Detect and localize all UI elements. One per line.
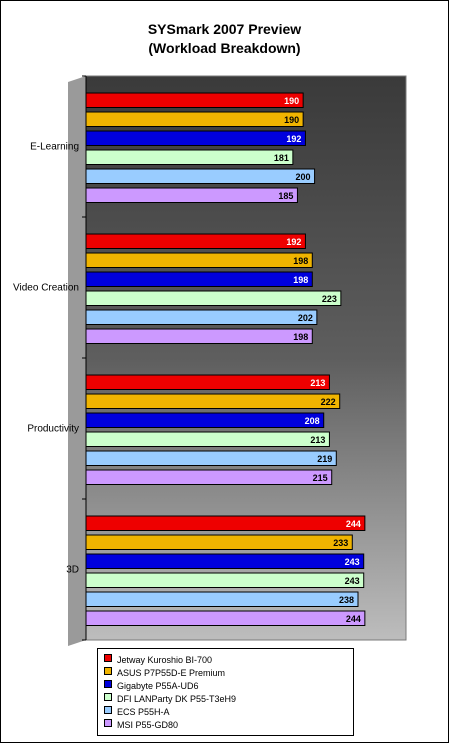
data-label: 192 — [286, 237, 301, 247]
data-label: 213 — [310, 435, 325, 445]
data-label: 219 — [317, 454, 332, 464]
data-label: 185 — [278, 191, 293, 201]
legend-swatch — [104, 706, 112, 714]
legend-item: Jetway Kuroshio BI-700 — [104, 654, 212, 667]
bar — [85, 534, 353, 550]
legend-swatch — [104, 667, 112, 675]
data-label: 208 — [305, 416, 320, 426]
category-label: 3D — [66, 565, 79, 576]
data-label: 202 — [298, 313, 313, 323]
bar — [85, 309, 318, 325]
data-label: 192 — [286, 134, 301, 144]
chart-legend: Jetway Kuroshio BI-700 ASUS P7P55D-E Prem… — [97, 648, 354, 736]
data-label: 213 — [310, 378, 325, 388]
data-label: 190 — [284, 115, 299, 125]
bar — [85, 591, 359, 607]
data-label: 223 — [322, 294, 337, 304]
category-label: Productivity — [27, 424, 79, 435]
chart-title-line-2: (Workload Breakdown) — [148, 40, 301, 56]
bar — [85, 149, 294, 165]
legend-label: Jetway Kuroshio BI-700 — [117, 655, 213, 665]
chart-title: SYSmark 2007 Preview (Workload Breakdown… — [0, 20, 449, 58]
bar — [85, 252, 313, 268]
bar — [85, 431, 330, 447]
bar — [85, 393, 341, 409]
bar — [85, 92, 304, 108]
bar — [85, 187, 298, 203]
data-label: 238 — [339, 595, 354, 605]
category-label: Video Creation — [13, 283, 79, 294]
data-label: 198 — [293, 275, 308, 285]
plot-side-wall — [68, 76, 86, 646]
bar — [85, 610, 366, 626]
bar — [85, 412, 325, 428]
bar — [85, 168, 316, 184]
legend-item: MSI P55-GD80 — [104, 719, 178, 732]
category-label: E-Learning — [30, 142, 79, 153]
bar — [85, 328, 313, 344]
data-label: 190 — [284, 96, 299, 106]
bar — [85, 553, 365, 569]
data-label: 181 — [274, 153, 289, 163]
legend-item: DFI LANParty DK P55-T3eH9 — [104, 693, 236, 706]
data-label: 244 — [346, 519, 361, 529]
legend-swatch — [104, 693, 112, 701]
bar — [85, 233, 306, 249]
data-label: 222 — [321, 397, 336, 407]
bar — [85, 130, 306, 146]
bar — [85, 450, 337, 466]
data-label: 200 — [296, 172, 311, 182]
chart-title-line-1: SYSmark 2007 Preview — [147, 21, 302, 37]
data-label: 198 — [293, 256, 308, 266]
legend-item: ASUS P7P55D-E Premium — [104, 667, 225, 680]
data-label: 198 — [293, 332, 308, 342]
data-label: 243 — [345, 576, 360, 586]
bar — [85, 290, 342, 306]
data-label: 215 — [313, 473, 328, 483]
data-label: 243 — [345, 557, 360, 567]
legend-label: MSI P55-GD80 — [117, 720, 179, 730]
legend-label: ASUS P7P55D-E Premium — [117, 668, 226, 678]
legend-label: ECS P55H-A — [117, 707, 170, 717]
bar — [85, 271, 313, 287]
legend-swatch — [104, 680, 112, 688]
legend-label: Gigabyte P55A-UD6 — [117, 681, 199, 691]
legend-swatch — [104, 719, 112, 727]
legend-swatch — [104, 654, 112, 662]
data-label: 233 — [333, 538, 348, 548]
bar — [85, 515, 366, 531]
legend-item: Gigabyte P55A-UD6 — [104, 680, 199, 693]
bar — [85, 374, 330, 390]
bar — [85, 111, 304, 127]
legend-label: DFI LANParty DK P55-T3eH9 — [117, 694, 237, 704]
data-label: 244 — [346, 614, 361, 624]
legend-item: ECS P55H-A — [104, 706, 170, 719]
bar — [85, 469, 333, 485]
bar — [85, 572, 365, 588]
